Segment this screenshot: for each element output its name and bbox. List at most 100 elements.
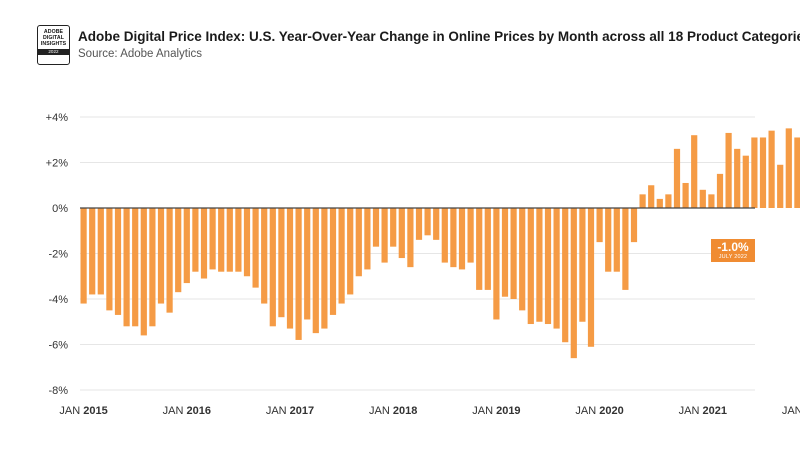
bar xyxy=(777,164,784,208)
x-tick-label: JAN 2015 xyxy=(59,405,107,417)
y-tick-label: 0% xyxy=(52,203,68,215)
bar xyxy=(295,208,302,340)
bar xyxy=(716,173,724,208)
bar xyxy=(450,208,457,268)
bar xyxy=(441,208,448,263)
bar xyxy=(407,208,414,268)
bar xyxy=(613,208,620,272)
bar xyxy=(200,208,208,279)
bar xyxy=(553,208,560,329)
bar xyxy=(476,208,483,290)
bar xyxy=(218,208,225,272)
bar xyxy=(390,208,397,247)
bar xyxy=(725,132,732,208)
chart-source: Source: Adobe Analytics xyxy=(78,48,203,60)
y-tick-label: -6% xyxy=(48,340,68,352)
bar xyxy=(329,208,337,315)
x-tick-label: JAN 2016 xyxy=(163,405,211,417)
bar xyxy=(364,208,371,270)
bar xyxy=(562,208,569,343)
bar xyxy=(347,208,354,295)
bar xyxy=(123,208,130,327)
bar xyxy=(519,208,526,311)
bar xyxy=(630,208,638,243)
bar xyxy=(269,208,276,327)
bar xyxy=(355,208,362,277)
bar xyxy=(794,137,800,208)
y-tick-label: -2% xyxy=(48,249,68,261)
bar xyxy=(132,208,139,327)
bar xyxy=(209,208,216,270)
bar xyxy=(149,208,156,327)
bar xyxy=(312,208,319,334)
bar xyxy=(192,208,199,272)
bar xyxy=(682,182,689,208)
bar xyxy=(785,128,792,208)
bar xyxy=(372,208,380,247)
bar xyxy=(673,148,681,208)
bar xyxy=(424,208,431,236)
bar xyxy=(751,137,758,208)
bar xyxy=(235,208,242,272)
adobe-digital-insights-logo: ADOBE DIGITAL INSIGHTS 2022 xyxy=(37,25,70,65)
bar xyxy=(338,208,345,304)
bar xyxy=(596,208,603,243)
bar xyxy=(759,137,767,208)
bar xyxy=(510,208,517,299)
bar xyxy=(579,208,586,322)
bar xyxy=(467,208,474,263)
x-tick-label: JAN 2020 xyxy=(575,405,623,417)
x-tick-label: JAN 2021 xyxy=(679,405,727,417)
x-tick-label: JAN 2018 xyxy=(369,405,417,417)
logo-line-2: DIGITAL xyxy=(42,35,65,41)
bar xyxy=(321,208,328,329)
bar xyxy=(381,208,388,263)
bar xyxy=(527,208,534,325)
y-tick-label: -4% xyxy=(48,294,68,306)
bar xyxy=(97,208,104,295)
bar xyxy=(734,148,741,208)
bar xyxy=(433,208,440,240)
x-tick-label: JAN 2022 xyxy=(782,405,800,417)
bar xyxy=(648,185,655,208)
bar xyxy=(398,208,405,259)
bar xyxy=(226,208,233,272)
bar xyxy=(536,208,543,322)
bar xyxy=(278,208,285,318)
y-tick-label: +4% xyxy=(46,112,69,124)
bar xyxy=(691,135,698,208)
bar xyxy=(114,208,122,315)
latest-value-callout: -1.0% JULY 2022 xyxy=(711,239,755,262)
callout-date: JULY 2022 xyxy=(718,254,748,260)
bar xyxy=(587,208,595,347)
bar xyxy=(261,208,268,304)
bar xyxy=(106,208,113,311)
bar xyxy=(415,208,423,240)
bar xyxy=(639,194,646,208)
callout-value: -1.0% xyxy=(717,240,749,254)
x-tick-label: JAN 2019 xyxy=(472,405,520,417)
y-tick-label: -8% xyxy=(48,385,68,397)
y-tick-label: +2% xyxy=(46,158,69,170)
bar xyxy=(570,208,577,359)
logo-line-3: INSIGHTS xyxy=(40,41,67,47)
bar xyxy=(80,208,87,304)
bar xyxy=(665,194,672,208)
bar xyxy=(166,208,173,313)
bar xyxy=(708,194,715,208)
bar xyxy=(493,208,500,320)
bar xyxy=(742,155,749,208)
bar xyxy=(605,208,612,272)
bar xyxy=(458,208,466,270)
chart-title: Adobe Digital Price Index: U.S. Year-Ove… xyxy=(78,29,800,44)
bar xyxy=(699,189,706,208)
bar xyxy=(544,208,552,325)
bar xyxy=(175,208,182,293)
bar xyxy=(286,208,294,329)
bar xyxy=(243,208,251,277)
bar xyxy=(89,208,96,295)
x-tick-label: JAN 2017 xyxy=(266,405,314,417)
bar xyxy=(484,208,491,290)
bar xyxy=(656,198,663,208)
